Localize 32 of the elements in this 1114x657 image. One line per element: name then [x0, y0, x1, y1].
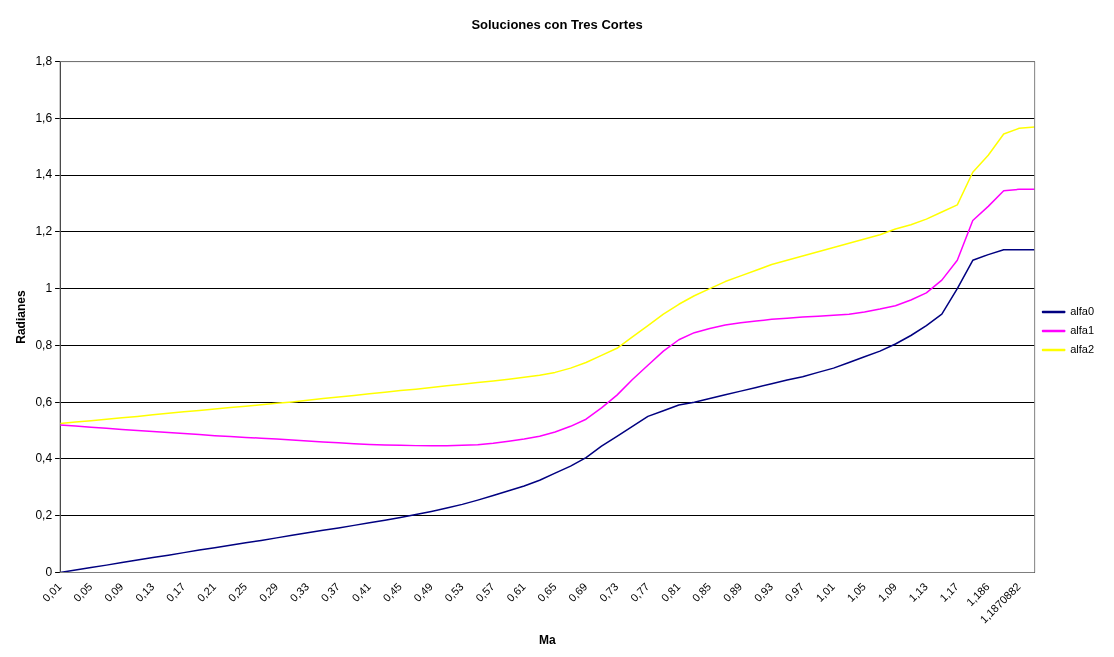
legend-label: alfa0: [1070, 305, 1095, 318]
y-tick-label: 1,8: [35, 53, 53, 68]
y-tick-label: 1,4: [35, 167, 53, 182]
x-axis-title: Ma: [539, 633, 557, 648]
x-tick-label: 0,13: [132, 580, 157, 604]
y-tick-label: 1: [45, 280, 53, 295]
y-tick-label: 1,2: [35, 224, 53, 239]
y-tick-label: 0,2: [35, 508, 53, 523]
x-tick-label: 1,01: [813, 580, 838, 604]
x-tick-label: 0,61: [504, 580, 528, 604]
y-tick-label: 1,6: [35, 110, 53, 125]
y-tick-label: 0: [45, 564, 53, 579]
x-tick-label: 0,41: [349, 580, 374, 604]
chart-title: Soluciones con Tres Cortes: [471, 17, 643, 33]
x-tick-label: 0,65: [535, 580, 559, 604]
x-tick-label: 0,01: [40, 580, 64, 604]
x-tick-label: 0,73: [596, 580, 621, 604]
x-tick-label: 0,69: [565, 580, 590, 604]
x-tick-label: 0,81: [658, 580, 683, 604]
legend-label: alfa1: [1070, 324, 1095, 337]
x-tick-label: 0,53: [442, 580, 466, 604]
legend-label: alfa2: [1070, 343, 1095, 356]
x-tick-label: 0,49: [411, 580, 435, 604]
x-tick-label: 0,09: [101, 580, 126, 604]
y-tick-label: 0,6: [35, 394, 53, 409]
x-tick-label: 0,33: [287, 580, 312, 604]
x-tick-label: 0,05: [70, 580, 95, 604]
x-tick-label: 0,21: [194, 580, 219, 604]
y-axis-title: Radianes: [13, 290, 28, 344]
y-tick-label: 0,4: [35, 451, 53, 466]
y-tick-label: 0,8: [35, 337, 53, 352]
x-tick-label: 0,45: [380, 580, 404, 604]
